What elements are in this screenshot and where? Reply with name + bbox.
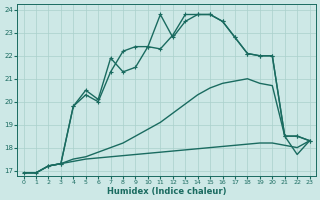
X-axis label: Humidex (Indice chaleur): Humidex (Indice chaleur) (107, 187, 226, 196)
